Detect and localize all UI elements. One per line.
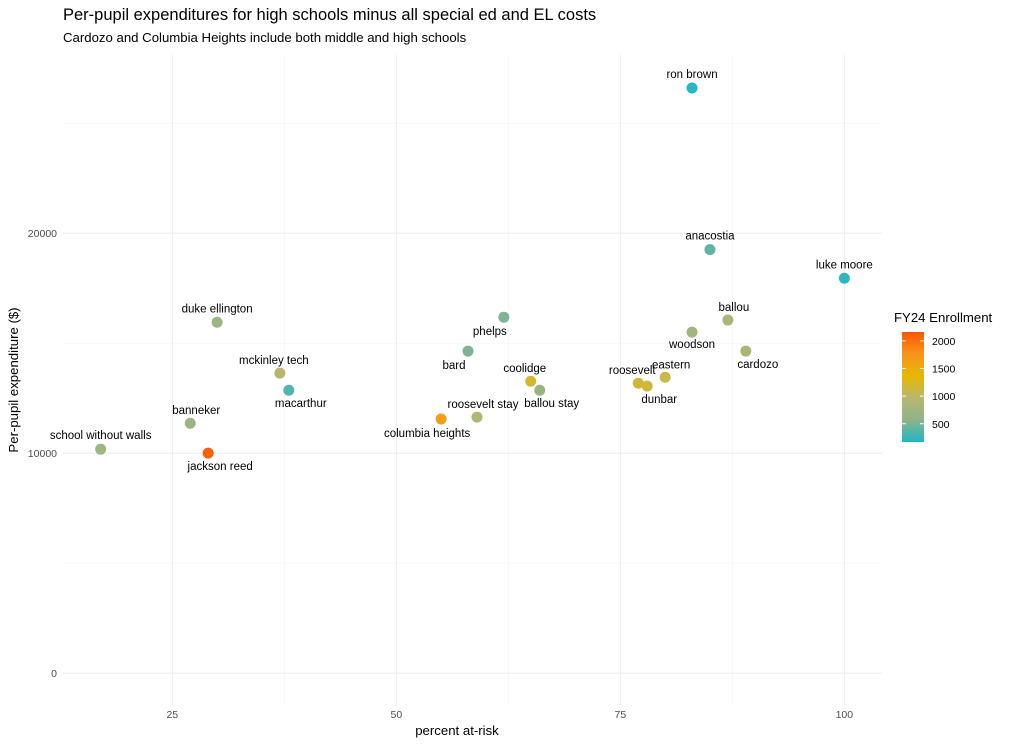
point-label: banneker <box>172 405 220 417</box>
point-label: jackson reed <box>187 461 253 473</box>
point-label: bard <box>443 360 466 372</box>
data-point <box>283 384 295 396</box>
data-point <box>534 384 546 396</box>
point-label: ron brown <box>666 69 717 81</box>
point-label: mckinley tech <box>239 355 309 367</box>
data-point <box>435 413 447 425</box>
point-label: school without walls <box>50 430 152 442</box>
legend-title: FY24 Enrollment <box>894 310 993 325</box>
data-point <box>211 316 223 328</box>
data-point <box>632 377 644 389</box>
point-label: coolidge <box>503 363 546 375</box>
legend-tick-label: 2000 <box>932 336 956 348</box>
point-label: duke ellington <box>182 303 253 315</box>
point-label: luke moore <box>816 259 873 271</box>
data-point <box>471 411 483 423</box>
legend-colorbar <box>902 332 924 442</box>
point-label: roosevelt stay <box>448 399 519 411</box>
chart-title: Per-pupil expenditures for high schools … <box>63 6 597 24</box>
data-point <box>498 311 510 323</box>
point-label: ballou stay <box>524 398 579 410</box>
data-point <box>740 345 752 357</box>
y-tick-label: 10000 <box>28 448 57 460</box>
legend-tick-label: 500 <box>932 419 950 431</box>
point-label: woodson <box>668 339 715 351</box>
data-point <box>704 244 716 256</box>
chart-subtitle: Cardozo and Columbia Heights include bot… <box>63 30 467 45</box>
x-tick-label: 50 <box>390 709 402 721</box>
data-point <box>462 345 474 357</box>
y-tick-label: 0 <box>51 668 57 680</box>
y-tick-label: 20000 <box>28 228 57 240</box>
data-point <box>184 417 196 429</box>
point-label: dunbar <box>641 394 677 406</box>
point-label: eastern <box>652 359 690 371</box>
data-point <box>722 314 734 326</box>
data-points <box>95 82 850 459</box>
point-label: phelps <box>473 326 507 338</box>
x-tick-label: 25 <box>166 709 178 721</box>
y-axis-title: Per-pupil expenditure ($) <box>6 307 21 452</box>
point-label: anacostia <box>685 231 735 243</box>
data-point <box>838 272 850 284</box>
legend-tick-label: 1000 <box>932 391 956 403</box>
grid <box>63 55 882 705</box>
point-labels: ron brown anacostia luke moore duke ellingt… <box>50 69 873 473</box>
data-point <box>659 371 671 383</box>
data-point <box>95 443 107 455</box>
data-point <box>686 82 698 94</box>
legend: FY24 Enrollment 500 1000 1500 2000 <box>894 310 993 442</box>
point-label: cardozo <box>737 359 778 371</box>
x-tick-label: 100 <box>836 709 854 721</box>
legend-tick-label: 1500 <box>932 363 956 375</box>
point-label: ballou <box>719 302 750 314</box>
data-point <box>525 375 537 387</box>
data-point <box>274 367 286 379</box>
data-point <box>686 326 698 338</box>
x-axis-title: percent at-risk <box>415 723 499 738</box>
axes: 25 50 75 100 0 10000 20000 <box>28 228 853 721</box>
point-label: columbia heights <box>384 428 471 440</box>
x-tick-label: 75 <box>615 709 627 721</box>
data-point <box>641 380 653 392</box>
point-label: roosevelt <box>609 365 656 377</box>
point-label: macarthur <box>275 398 327 410</box>
data-point <box>202 447 214 459</box>
